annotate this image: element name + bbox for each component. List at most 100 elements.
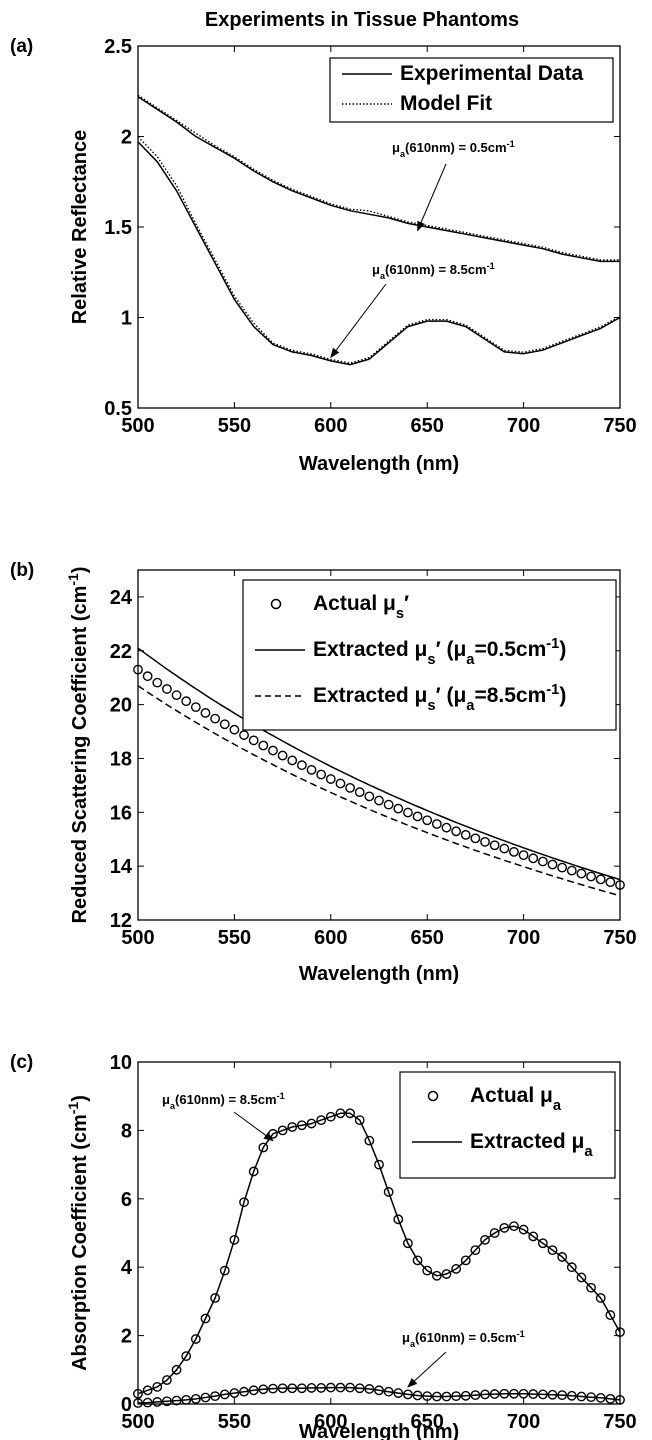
x-tick-label: 600: [314, 927, 347, 949]
y-tick-label: 4: [121, 1257, 133, 1279]
data-point-circle: [393, 803, 404, 814]
data-point-circle: [528, 1231, 539, 1242]
data-point-circle: [576, 868, 587, 879]
annotation-text: μa(610nm) = 0.5cm-1: [402, 1329, 525, 1349]
data-point-circle: [152, 677, 163, 688]
data-point-circle: [412, 811, 423, 822]
data-point-circle: [190, 1334, 201, 1344]
y-tick-label: 16: [110, 802, 132, 824]
panel-label: (c): [10, 1052, 33, 1073]
data-point-circle: [441, 822, 452, 833]
data-point-circle: [566, 1262, 577, 1273]
data-point-circle: [229, 1234, 240, 1245]
data-point-circle: [239, 1197, 249, 1208]
annotation-arrow: [407, 1351, 447, 1388]
data-point-circle: [518, 1224, 529, 1235]
data-point-circle: [480, 836, 490, 847]
data-point-circle: [306, 1118, 317, 1129]
x-tick-label: 750: [603, 927, 636, 949]
x-axis-label: Wavelength (nm): [299, 1421, 459, 1440]
y-tick-label: 10: [110, 1052, 132, 1074]
y-tick-label: 6: [121, 1189, 132, 1211]
y-tick-label: 0: [121, 1394, 132, 1416]
data-point-circle: [422, 1265, 433, 1276]
panel-a: (a) 500 550 600 650 700 750 0.5 1 1.5 2 2.5 Waveleng…: [10, 36, 637, 475]
data-point-circle: [200, 708, 211, 718]
figure-title: Experiments in Tissue Phantoms: [205, 9, 519, 31]
annotation-text: μa(610nm) = 0.5cm-1: [392, 139, 515, 159]
x-tick-label: 600: [314, 1411, 347, 1433]
x-tick-label: 700: [507, 1411, 540, 1433]
data-point-circle: [133, 1388, 143, 1399]
y-tick-label: 0.5: [104, 398, 132, 420]
data-point-circle: [277, 750, 288, 761]
y-tick-label: 1: [121, 308, 132, 330]
data-point-circle: [364, 1135, 375, 1146]
data-point-circle: [528, 853, 539, 864]
x-tick-label: 500: [121, 415, 154, 437]
data-point-circle: [412, 1255, 423, 1266]
data-point-circle: [316, 769, 327, 780]
data-point-circle: [181, 696, 192, 707]
y-tick-label: 1.5: [104, 217, 132, 239]
legend-label: Actual μs′: [313, 592, 409, 622]
x-axis-label: Wavelength (nm): [299, 453, 459, 475]
data-point-circle: [518, 850, 529, 861]
data-point-circle: [335, 778, 346, 789]
data-point-circle: [451, 1264, 462, 1274]
data-point-circle: [480, 1234, 490, 1245]
data-point-circle: [239, 730, 249, 740]
data-point-circle: [248, 735, 259, 746]
x-tick-label: 550: [218, 415, 251, 437]
data-point-circle: [210, 1293, 221, 1303]
panel-label: (b): [10, 560, 34, 581]
series-line-0: [137, 96, 620, 263]
data-point-circle: [403, 807, 413, 818]
data-point-circle: [258, 740, 269, 751]
data-point-circle: [451, 826, 462, 837]
x-tick-label: 550: [218, 927, 251, 949]
x-tick-label: 600: [314, 415, 347, 437]
data-point-circle: [499, 843, 510, 854]
y-tick-label: 14: [110, 856, 133, 878]
data-point-circle: [374, 795, 384, 806]
annotation-text: μa(610nm) = 8.5cm-1: [162, 1091, 285, 1111]
legend-box: [242, 579, 617, 731]
x-tick-label: 750: [603, 1411, 636, 1433]
series-line-1: [137, 1112, 621, 1395]
data-point-circle: [345, 782, 355, 793]
data-point-circle: [557, 1252, 568, 1262]
data-point-circle: [219, 719, 230, 730]
data-point-circle: [325, 774, 336, 784]
data-point-circle: [181, 1351, 192, 1362]
data-point-circle: [605, 877, 616, 888]
data-point-circle: [576, 1272, 587, 1283]
x-tick-label: 650: [411, 1411, 444, 1433]
data-point-circle: [287, 755, 298, 766]
data-point-circle: [152, 1382, 163, 1392]
y-axis-label: Relative Reflectance: [69, 130, 91, 325]
legend-box: [329, 57, 614, 123]
legend-sample-circle: [270, 598, 282, 610]
data-point-circle: [615, 880, 625, 890]
data-point-circle: [162, 1375, 172, 1385]
x-tick-label: 550: [218, 1411, 251, 1433]
y-tick-label: 2.5: [104, 36, 132, 58]
y-tick-label: 20: [110, 695, 132, 717]
data-point-circle: [566, 865, 577, 876]
annotation-arrow: [417, 163, 447, 232]
data-point-circle: [171, 690, 182, 701]
legend-label: Extracted μs′ (μa=0.5cm-1): [313, 636, 566, 668]
x-tick-label: 500: [121, 1411, 154, 1433]
annotation-arrow: [330, 283, 387, 359]
data-point-circle: [586, 871, 596, 882]
y-tick-label: 22: [110, 641, 132, 663]
legend-label: Extracted μa: [470, 1130, 593, 1160]
data-point-circle: [142, 1385, 153, 1396]
data-point-circle: [615, 1327, 625, 1338]
data-point-circle: [306, 765, 317, 775]
data-point-circle: [460, 1255, 471, 1266]
legend-label: Extracted μs′ (μa=8.5cm-1): [313, 682, 566, 714]
series-line-2: [137, 141, 621, 366]
panel-b: (b) 500 550 600 650 700 750 12 14 16 18 20 22 24 Wavel…: [10, 560, 637, 985]
